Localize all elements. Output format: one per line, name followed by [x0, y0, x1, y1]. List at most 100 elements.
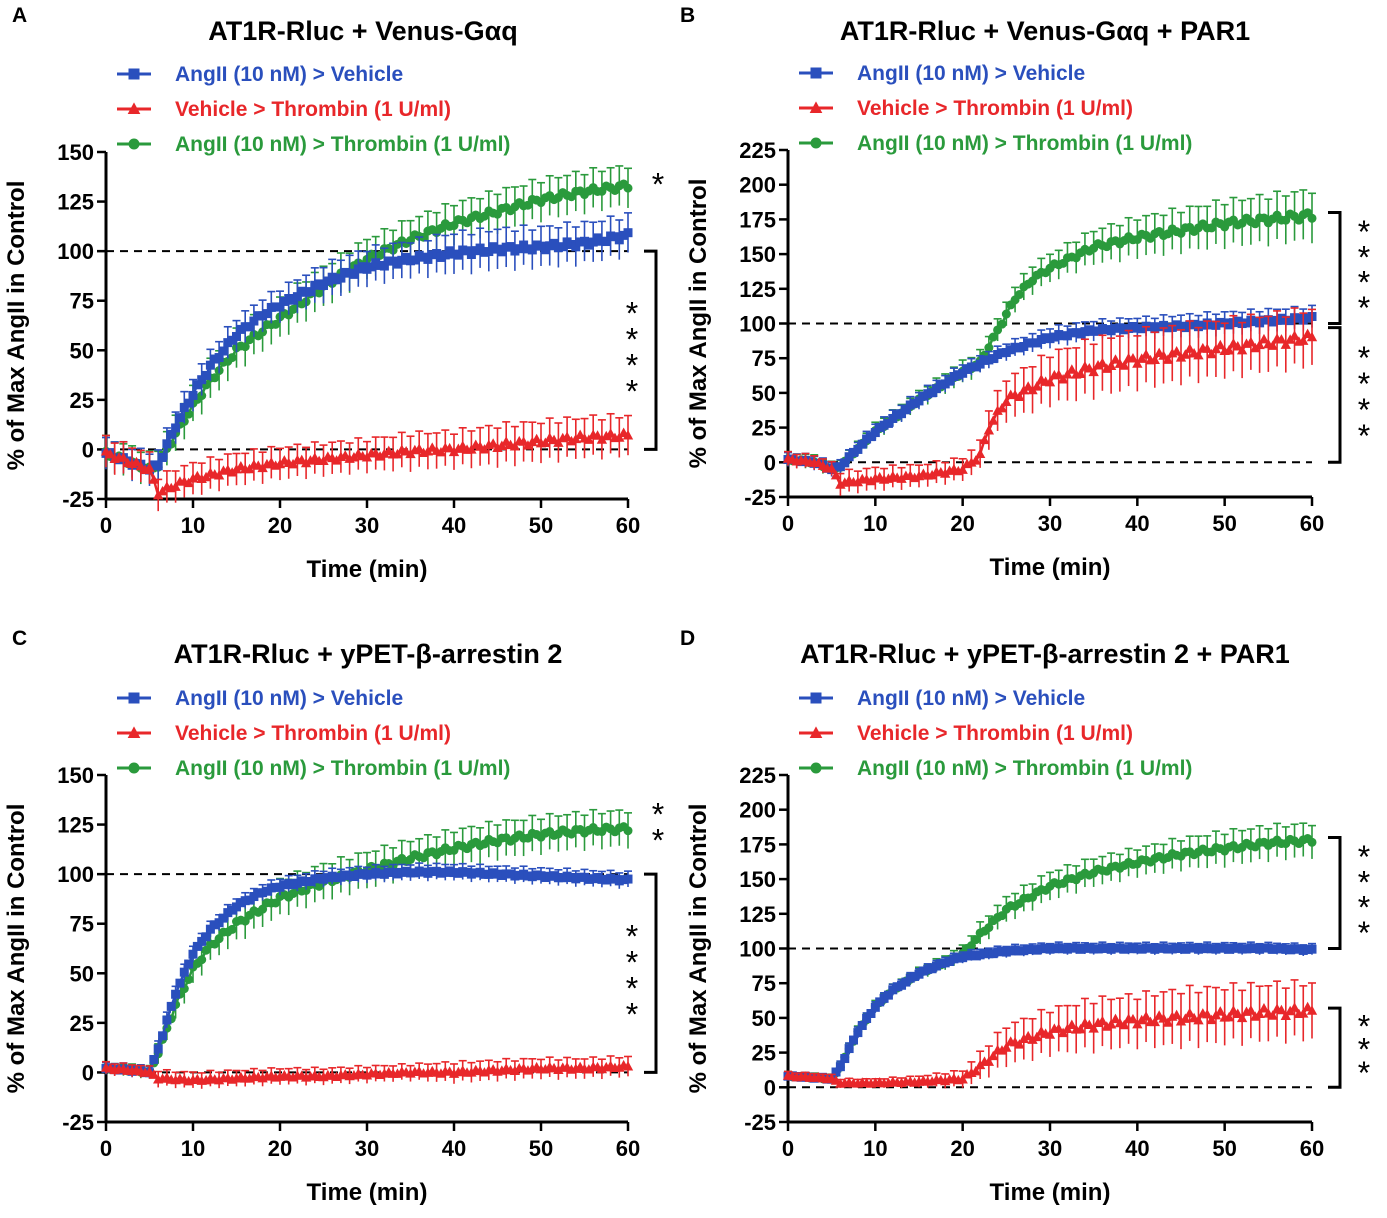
data-point-red: [1001, 1042, 1012, 1052]
x-tick-label: 20: [268, 513, 292, 538]
x-tick-label: 0: [100, 513, 112, 538]
significance-star: *: [1358, 1032, 1370, 1068]
y-tick-label: 0: [82, 437, 94, 462]
data-point-red: [1097, 357, 1108, 368]
data-point-blue: [188, 949, 198, 959]
panel-title: AT1R-Rluc + yPET-β-arrestin 2: [174, 639, 563, 669]
data-point-blue: [201, 932, 211, 942]
data-point-red: [1097, 1015, 1108, 1026]
data-point-red: [1267, 340, 1278, 350]
legend-marker-green: [128, 138, 140, 150]
data-point-red: [970, 455, 981, 465]
data-point-red: [1044, 1029, 1056, 1039]
data-point-red: [1258, 1003, 1270, 1013]
data-point-blue: [218, 913, 228, 923]
significance-star: *: [1358, 418, 1370, 454]
data-point-blue: [883, 990, 893, 1000]
panel-c: C AT1R-Rluc + yPET-β-arrestin 2 AngII (10 …: [3, 627, 664, 1206]
data-point-green: [988, 332, 998, 342]
significance-star: *: [652, 823, 664, 859]
data-point-red: [1215, 1006, 1226, 1016]
legend-label-red: Vehicle > Thrombin (1 U/ml): [857, 97, 1133, 120]
data-point-red: [1180, 349, 1191, 359]
x-tick-label: 50: [529, 513, 553, 538]
data-point-red: [865, 475, 877, 486]
data-point-red: [1223, 345, 1235, 355]
data-point-red: [1110, 1013, 1121, 1024]
data-point-blue: [149, 1054, 159, 1064]
data-point-blue: [901, 405, 911, 415]
data-point-blue: [158, 1031, 168, 1041]
data-point-green: [197, 391, 207, 401]
significance-star: *: [626, 295, 638, 331]
legend-label-green: AngII (10 nM) > Thrombin (1 U/ml): [857, 132, 1192, 155]
data-point-red: [170, 481, 181, 491]
data-point-green: [288, 304, 298, 314]
data-point-red: [1215, 339, 1226, 350]
data-point-red: [940, 468, 951, 478]
data-point-red: [540, 437, 551, 447]
x-tick-label: 0: [100, 1136, 112, 1161]
x-tick-label: 60: [1300, 1136, 1324, 1161]
data-point-red: [561, 431, 573, 441]
x-tick-label: 50: [1212, 511, 1236, 536]
data-point-blue: [175, 978, 185, 988]
data-point-red: [1171, 1009, 1182, 1020]
y-tick-label: 150: [739, 242, 776, 267]
significance-star: *: [652, 167, 664, 203]
data-point-green: [258, 327, 268, 337]
data-point-red: [1280, 1010, 1291, 1020]
x-axis-label: Time (min): [990, 554, 1111, 581]
x-tick-label: 40: [442, 513, 466, 538]
data-point-green: [227, 353, 237, 363]
data-point-blue: [171, 989, 181, 999]
x-tick-label: 60: [1300, 511, 1324, 536]
x-tick-label: 30: [355, 513, 379, 538]
significance-star: *: [1358, 1055, 1370, 1091]
y-tick-label: -25: [62, 487, 94, 512]
data-point-red: [1306, 1005, 1318, 1015]
y-tick-label: 200: [739, 173, 776, 198]
data-point-blue: [853, 1028, 863, 1038]
data-point-red: [305, 455, 316, 465]
data-point-red: [1276, 1004, 1287, 1015]
x-tick-label: 50: [529, 1136, 553, 1161]
data-point-red: [1184, 1007, 1195, 1018]
data-point-green: [271, 319, 281, 329]
panel-a: A AT1R-Rluc + Venus-Gαq AngII (10 nM) > Ve…: [3, 4, 664, 583]
legend-label-green: AngII (10 nM) > Thrombin (1 U/ml): [175, 133, 510, 156]
series-red: [782, 979, 1318, 1089]
data-point-blue: [305, 287, 315, 297]
data-point-green: [1001, 309, 1011, 319]
series-blue: [783, 941, 1317, 1084]
data-point-green: [997, 911, 1007, 921]
data-point-red: [830, 469, 842, 480]
legend-label-red: Vehicle > Thrombin (1 U/ml): [175, 722, 451, 745]
data-point-blue: [840, 458, 850, 468]
x-tick-label: 60: [616, 1136, 640, 1161]
data-point-red: [622, 1061, 634, 1071]
data-point-red: [1206, 348, 1217, 359]
data-point-red: [1053, 369, 1064, 379]
data-point-blue: [214, 918, 224, 928]
data-point-green: [197, 955, 207, 965]
data-point-green: [984, 343, 994, 353]
data-point-green: [984, 923, 994, 933]
data-point-blue: [849, 1035, 858, 1045]
data-point-red: [1162, 1017, 1174, 1027]
data-point-blue: [175, 413, 185, 423]
data-point-red: [131, 456, 142, 467]
data-point-green: [1307, 837, 1317, 847]
data-point-green: [623, 183, 633, 193]
data-point-red: [466, 444, 477, 454]
x-tick-label: 30: [1038, 511, 1062, 536]
data-point-red: [583, 1064, 595, 1074]
data-point-blue: [484, 247, 494, 257]
data-point-red: [1105, 360, 1117, 370]
significance-bracket: [1328, 1006, 1342, 1089]
data-point-blue: [192, 941, 202, 951]
data-point-red: [852, 476, 864, 487]
panel-letter: D: [680, 627, 695, 650]
x-axis-label: Time (min): [307, 1179, 428, 1206]
data-point-red: [1110, 354, 1121, 364]
